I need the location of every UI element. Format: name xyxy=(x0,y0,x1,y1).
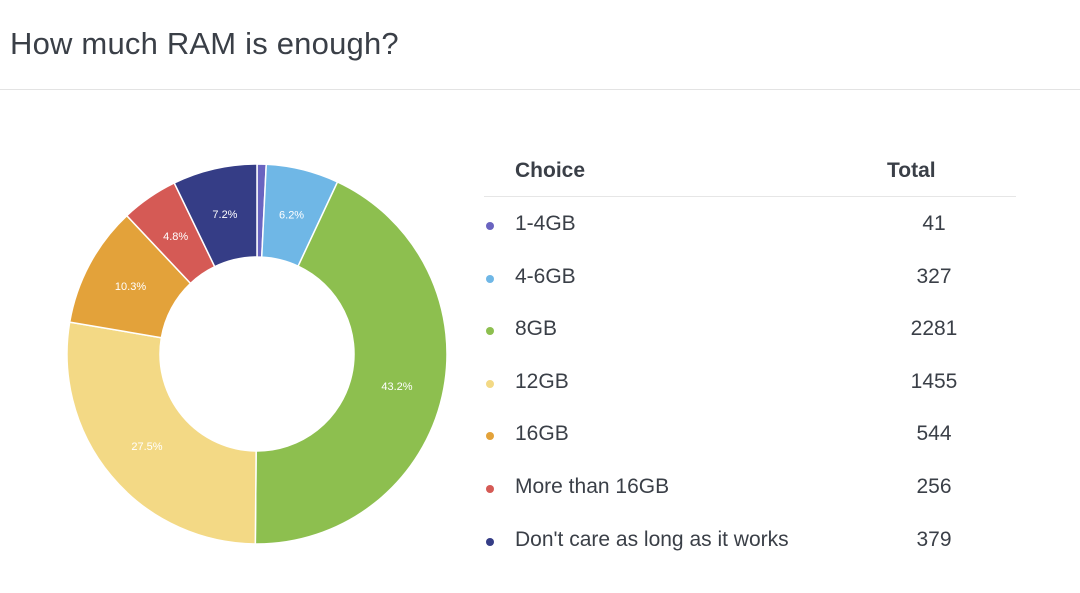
choice-label: 4-6GB xyxy=(515,264,576,288)
donut-slice-7[interactable] xyxy=(173,163,258,268)
total-value: 1455 xyxy=(910,369,958,393)
table-body: 1-4GB 41 4-6GB 327 8GB 2281 12GB 1455 16GB 544 Mor… xyxy=(484,197,1016,565)
total-value: 544 xyxy=(916,422,952,446)
slice-percent-label: 27.5% xyxy=(131,441,162,453)
choice-label: 1-4GB xyxy=(515,212,576,235)
legend-dot-icon xyxy=(486,327,494,336)
table-row: More than 16GB 256 xyxy=(484,460,1016,513)
slice-percent-label: 4.8% xyxy=(163,231,188,243)
total-value: 327 xyxy=(916,264,952,288)
donut-slice-3[interactable] xyxy=(254,180,448,545)
total-value: 256 xyxy=(916,474,952,498)
total-column-header: Total xyxy=(887,159,936,182)
choice-label: More than 16GB xyxy=(515,474,670,498)
table-row: 12GB 1455 xyxy=(484,355,1016,408)
legend-dot-icon xyxy=(486,432,494,441)
page-title: How much RAM is enough? xyxy=(10,26,399,61)
legend-dot-icon xyxy=(486,484,494,493)
choice-label: 12GB xyxy=(515,369,569,393)
choice-column-header: Choice xyxy=(515,159,586,182)
choice-label: 8GB xyxy=(515,317,558,341)
table-header: Choice Total xyxy=(484,150,1016,197)
header-divider xyxy=(0,89,1080,90)
table-row: 4-6GB 327 xyxy=(484,250,1016,303)
table-row: 1-4GB 41 xyxy=(484,197,1016,250)
slice-percent-label: 10.3% xyxy=(115,281,146,293)
table-row: 16GB 544 xyxy=(484,407,1016,460)
legend-dot-icon xyxy=(486,537,494,546)
legend-dot-icon xyxy=(486,222,494,230)
slice-percent-label: 7.2% xyxy=(212,209,237,221)
results-table: Choice Total 1-4GB 41 4-6GB 327 8GB 2281 12GB 1… xyxy=(484,150,1016,565)
legend-dot-icon xyxy=(486,379,494,388)
table-row: 8GB 2281 xyxy=(484,302,1016,355)
choice-label: 16GB xyxy=(515,422,569,446)
donut-slice-4[interactable] xyxy=(66,321,257,545)
total-value: 2281 xyxy=(910,317,958,341)
slice-percent-label: 6.2% xyxy=(279,210,304,222)
choice-label: Don't care as long as it works xyxy=(515,527,789,551)
total-value: 379 xyxy=(916,527,952,551)
slice-percent-label: 43.2% xyxy=(381,381,412,393)
table-row: Don't care as long as it works 379 xyxy=(484,513,1016,566)
legend-dot-icon xyxy=(486,274,494,283)
total-value: 41 xyxy=(922,212,946,235)
donut-chart: 6.2% 43.2% 27.5% 10.3% 4.8% 7.2% xyxy=(66,163,448,545)
donut-slice-labels: 6.2% 43.2% 27.5% 10.3% 4.8% 7.2% xyxy=(115,209,413,453)
donut-slices xyxy=(66,163,448,545)
